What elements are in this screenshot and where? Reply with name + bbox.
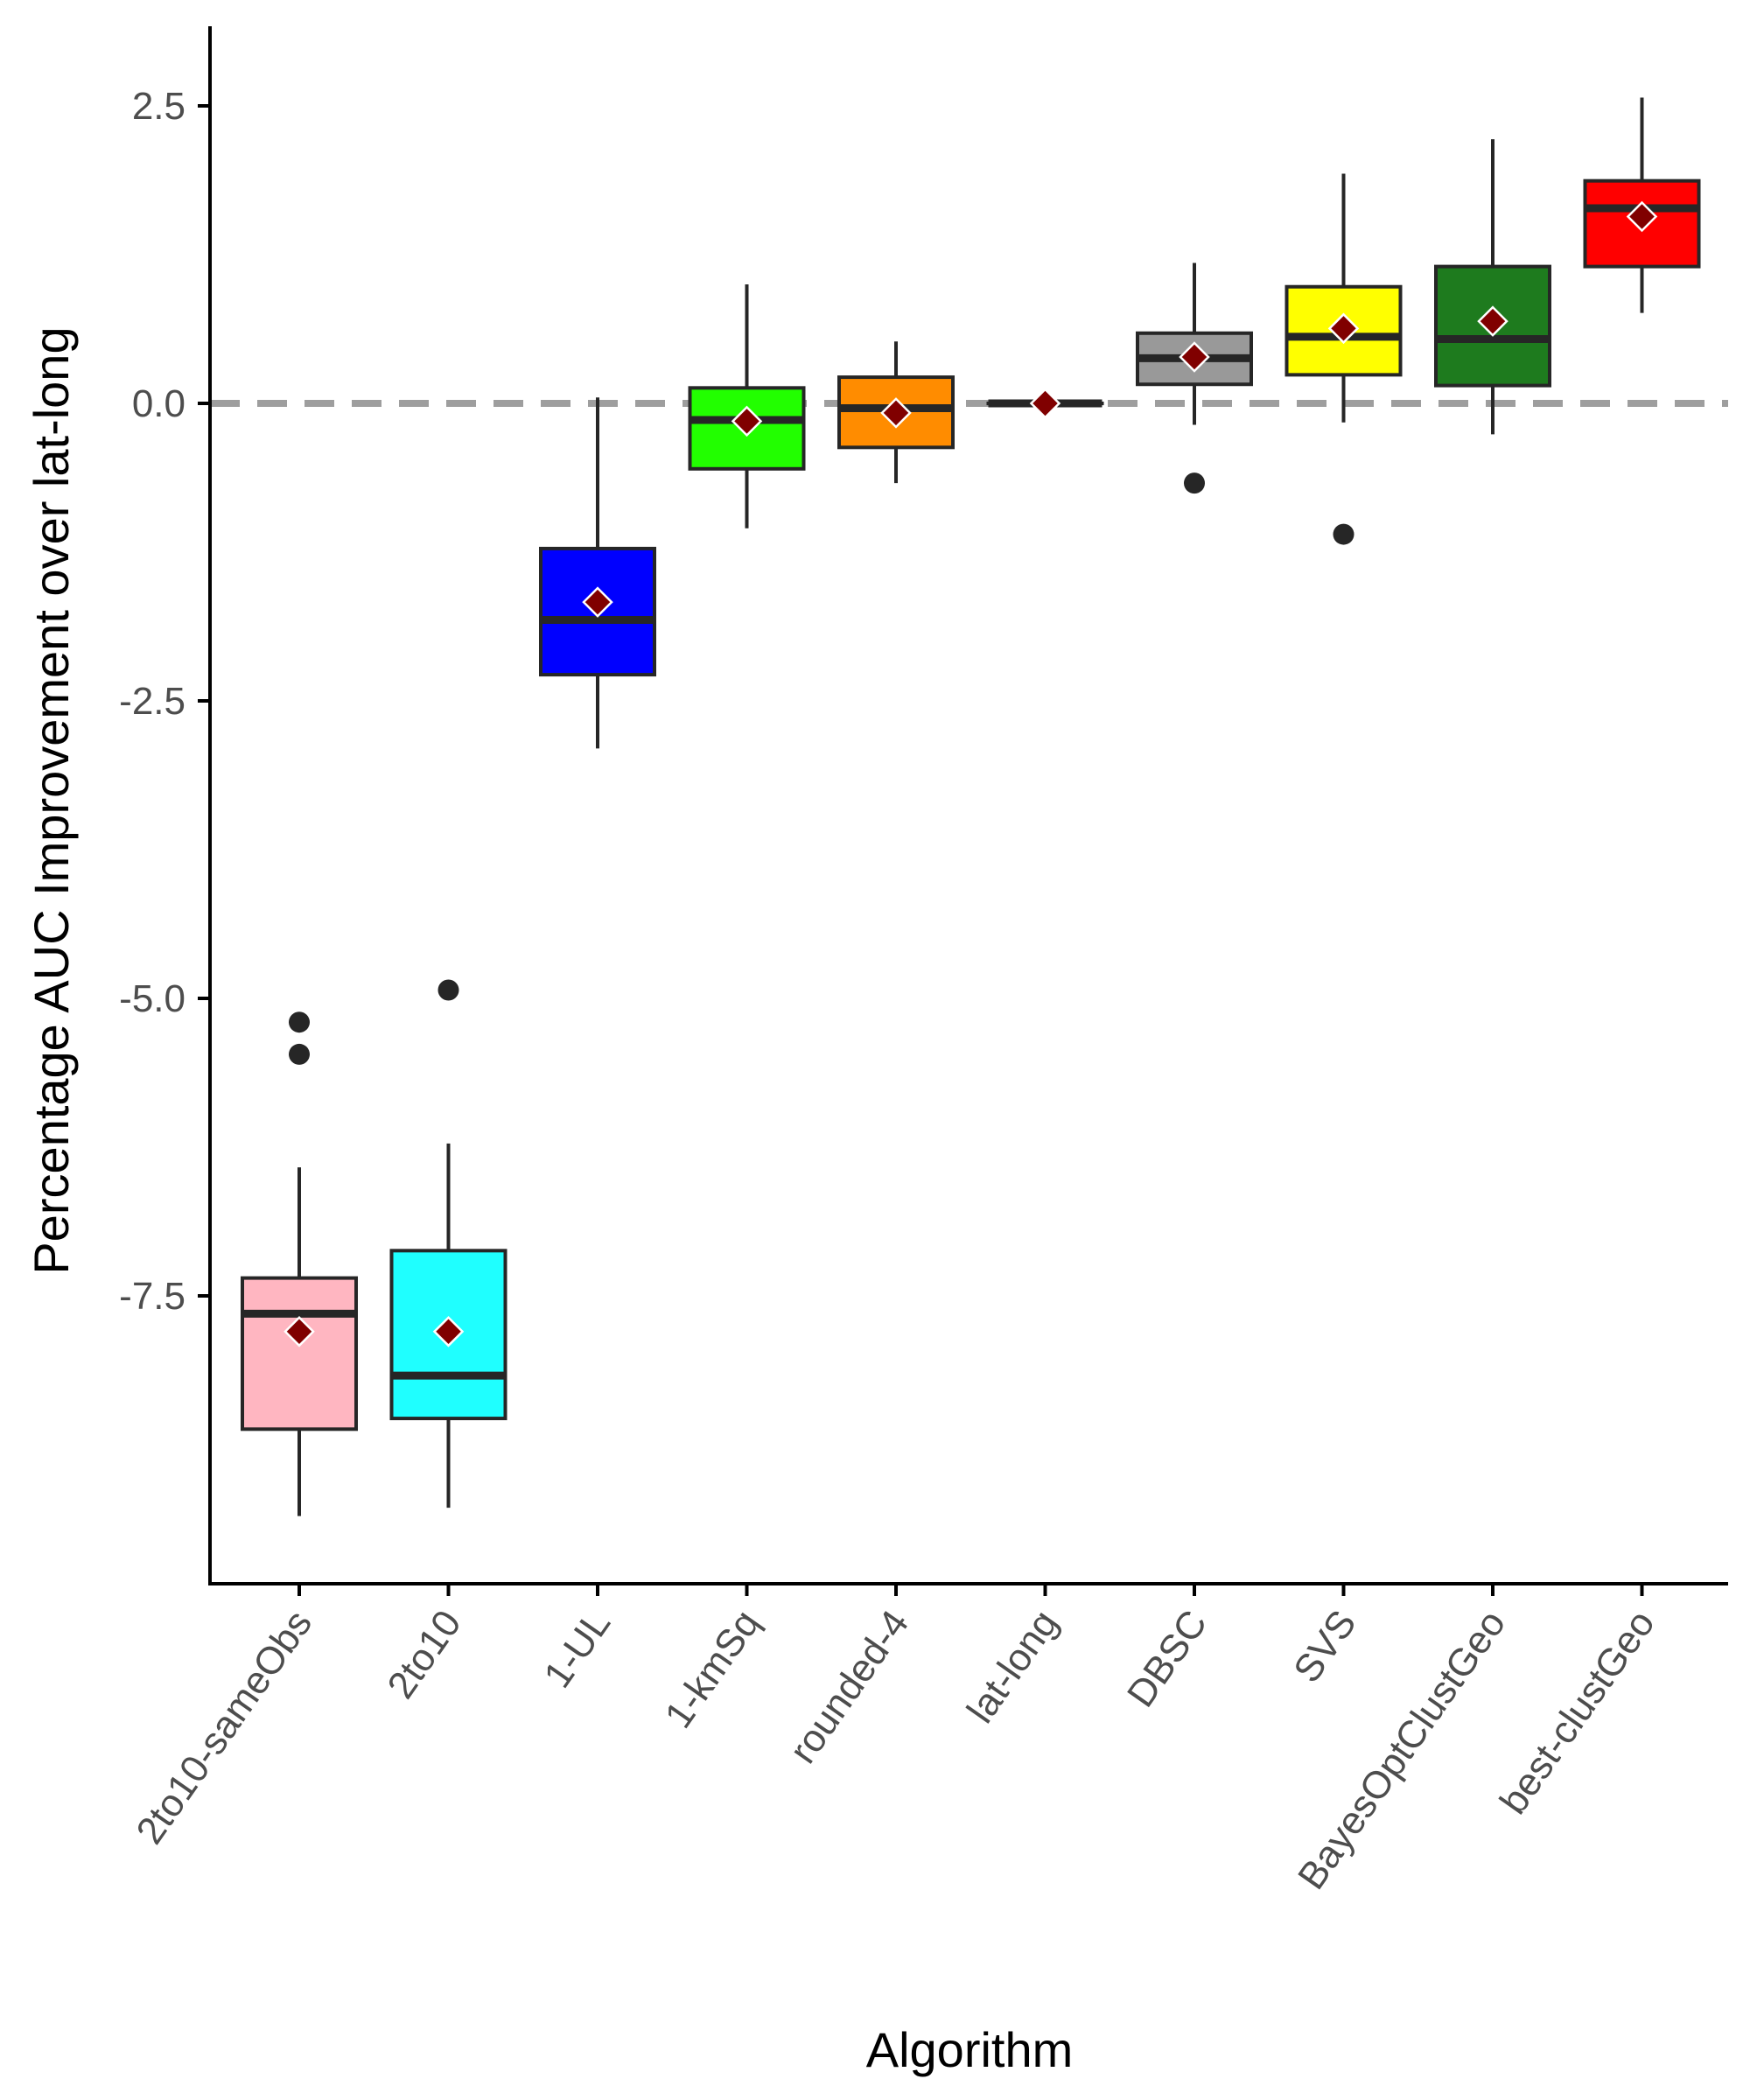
x-tick-label: DBSC bbox=[1119, 1603, 1215, 1715]
box-body bbox=[241, 1276, 358, 1432]
box-best-clustGeo bbox=[1583, 97, 1701, 313]
x-tick-label: lat-long bbox=[959, 1603, 1067, 1731]
box-BayesOptClustGeo bbox=[1434, 139, 1551, 435]
mean-marker bbox=[1626, 200, 1658, 233]
x-tick-label: 2to10-sameObs bbox=[128, 1603, 320, 1852]
box-DBSC bbox=[1136, 262, 1253, 494]
outlier-point bbox=[1333, 523, 1354, 545]
y-tick-label: 2.5 bbox=[132, 85, 186, 128]
y-tick-label: -7.5 bbox=[119, 1275, 186, 1318]
y-axis-title: Percentage AUC Improvement over lat-long bbox=[24, 326, 79, 1274]
box-1-UL bbox=[539, 397, 656, 749]
box-2to10 bbox=[389, 979, 508, 1508]
x-tick-label: 2to10 bbox=[379, 1603, 469, 1706]
y-tick-label: 0.0 bbox=[132, 382, 186, 425]
outlier-point bbox=[1184, 472, 1205, 494]
x-tick-label: 1-UL bbox=[536, 1603, 619, 1696]
outlier-point bbox=[438, 979, 459, 1001]
mean-marker bbox=[432, 1316, 465, 1348]
x-tick-label: rounded-4 bbox=[781, 1603, 917, 1771]
box-lat-long bbox=[986, 388, 1104, 419]
outlier-point bbox=[289, 1012, 310, 1033]
x-tick-label: best-clustGeo bbox=[1492, 1603, 1663, 1822]
mean-marker bbox=[582, 586, 613, 618]
plot-area bbox=[210, 97, 1728, 1516]
mean-marker bbox=[880, 397, 912, 429]
mean-marker bbox=[1327, 312, 1360, 345]
mean-marker bbox=[1029, 388, 1061, 419]
box-2to10-sameObs bbox=[241, 1012, 358, 1516]
box-SVS bbox=[1284, 173, 1403, 545]
x-tick-label: SVS bbox=[1285, 1603, 1365, 1690]
y-tick-label: -2.5 bbox=[119, 680, 186, 723]
mean-marker bbox=[284, 1316, 315, 1348]
mean-marker bbox=[1179, 341, 1210, 373]
box-1-kmSq bbox=[688, 284, 806, 528]
x-tick-label: 1-kmSq bbox=[657, 1603, 768, 1736]
mean-marker bbox=[731, 405, 763, 438]
mean-marker bbox=[1477, 305, 1508, 337]
y-tick-label: -5.0 bbox=[119, 977, 186, 1020]
outlier-point bbox=[289, 1043, 310, 1065]
box-rounded-4 bbox=[837, 341, 955, 484]
x-axis-title: Algorithm bbox=[866, 2022, 1074, 2077]
